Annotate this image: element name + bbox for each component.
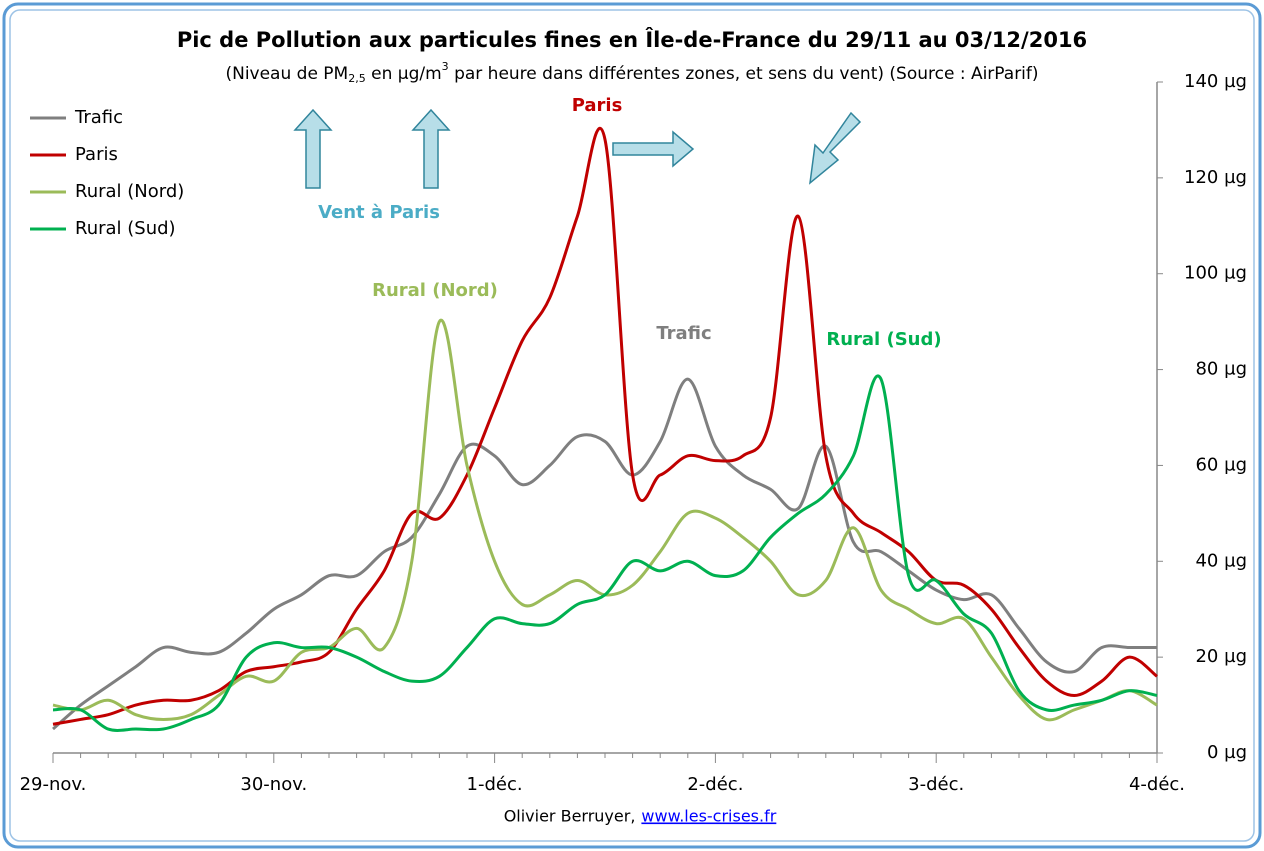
series-line: [52, 127, 1158, 726]
wind-arrow: [293, 108, 333, 189]
x-tick-label: 2-déc.: [687, 774, 743, 795]
wind-arrows: [293, 108, 862, 189]
chart-title: Pic de Pollution aux particules fines en…: [177, 27, 1087, 52]
subtitle-part: en µg/m: [366, 64, 442, 84]
legend-label: Paris: [75, 144, 118, 165]
y-tick-label: 140 µg: [1184, 71, 1247, 92]
x-tick-label: 29-nov.: [20, 774, 87, 795]
footer-link[interactable]: www.les-crises.fr: [641, 807, 776, 826]
y-tick-label: 100 µg: [1184, 263, 1247, 284]
y-tick-label: 60 µg: [1195, 454, 1247, 475]
wind-arrow: [612, 130, 695, 168]
frame-inner: [9, 9, 1255, 842]
subtitle-part: (Niveau de PM: [225, 64, 348, 84]
annotation: Rural (Nord): [372, 280, 498, 301]
subtitle-sup: 3: [442, 60, 449, 73]
y-tick-label: 120 µg: [1184, 167, 1247, 188]
annotation: Vent à Paris: [318, 202, 440, 223]
y-tick-label: 0 µg: [1207, 742, 1247, 763]
x-tick-label: 4-déc.: [1129, 774, 1185, 795]
footer-author: Olivier Berruyer,: [504, 807, 636, 826]
subtitle-sub: 2,5: [348, 72, 366, 85]
wind-arrow: [411, 108, 451, 189]
y-tick-label: 80 µg: [1195, 359, 1247, 380]
annotation: Paris: [572, 95, 623, 116]
legend-label: Trafic: [74, 107, 123, 128]
series-line: [52, 377, 1157, 731]
annotation: Trafic: [656, 323, 711, 344]
series-line: [52, 318, 1158, 722]
chart-subtitle: (Niveau de PM2,5 en µg/m3 par heure dans…: [225, 60, 1038, 85]
series-line: [52, 374, 1158, 732]
x-tick-label: 3-déc.: [908, 774, 964, 795]
wind-arrow: [809, 111, 862, 185]
legend-label: Rural (Sud): [75, 218, 176, 239]
subtitle-part: par heure dans différentes zones, et sen…: [449, 64, 1039, 84]
x-tick-label: 1-déc.: [467, 774, 523, 795]
x-tick-label: 30-nov.: [240, 774, 307, 795]
y-tick-label: 40 µg: [1195, 550, 1247, 571]
legend-label: Rural (Nord): [75, 181, 184, 202]
annotation: Rural (Sud): [826, 329, 941, 350]
y-tick-label: 20 µg: [1195, 646, 1247, 667]
